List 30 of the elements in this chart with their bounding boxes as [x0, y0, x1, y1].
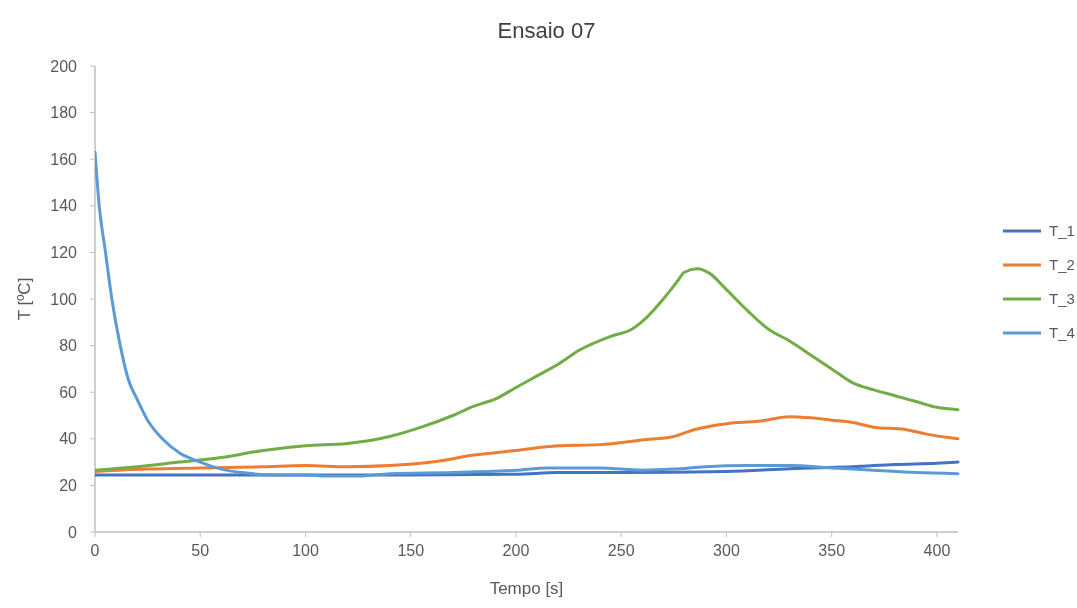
x-tick-label: 50 [191, 542, 210, 559]
y-tick-label: 160 [50, 150, 78, 168]
x-tick-label: 150 [397, 542, 425, 559]
y-tick-label: 120 [50, 244, 78, 261]
line-series [95, 415, 960, 473]
legend-label: T_2 [1049, 256, 1075, 274]
y-tick-label: 200 [50, 57, 78, 75]
x-tick-label: 200 [502, 542, 530, 559]
x-tick-label: 300 [713, 542, 740, 559]
line-series [95, 150, 960, 478]
legend-label: T_4 [1049, 324, 1075, 342]
x-tick-label: 350 [818, 542, 846, 559]
y-tick-label: 0 [68, 523, 78, 541]
x-tick-label: 0 [90, 542, 100, 559]
x-tick-label: 400 [923, 542, 951, 559]
y-tick-label: 60 [59, 383, 78, 401]
legend-label: T_3 [1049, 290, 1075, 308]
x-tick-label: 250 [607, 542, 635, 559]
y-tick-label: 20 [59, 477, 78, 494]
y-axis-title: T [ºC] [15, 277, 34, 321]
legend-label: T_1 [1049, 222, 1075, 240]
y-tick-label: 40 [59, 430, 78, 448]
y-tick-label: 180 [50, 104, 78, 122]
chart-title: Ensaio 07 [497, 18, 596, 43]
y-tick-label: 80 [59, 337, 78, 355]
x-tick-label: 100 [292, 542, 319, 559]
line-series [95, 267, 960, 472]
x-axis-title: Tempo [s] [489, 579, 564, 598]
y-tick-label: 140 [50, 197, 78, 215]
y-tick-label: 100 [50, 290, 78, 308]
